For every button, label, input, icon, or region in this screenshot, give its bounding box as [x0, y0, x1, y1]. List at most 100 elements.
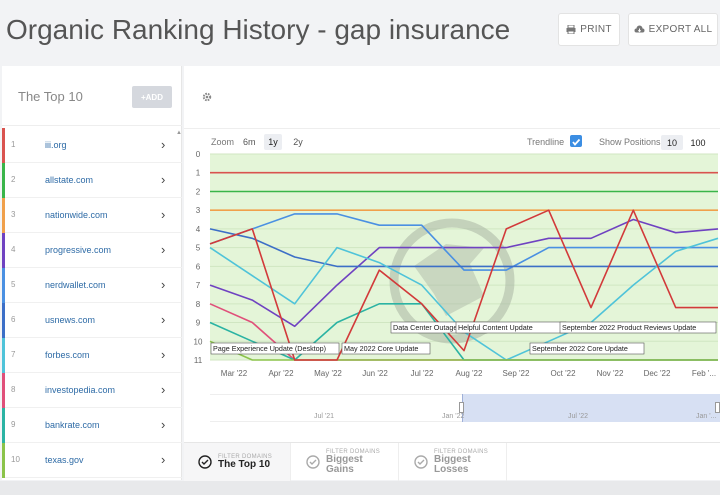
y-tick-label: 11 [194, 356, 203, 365]
ranking-row[interactable]: 6 usnews.com › [2, 303, 182, 338]
chevron-right-icon[interactable]: › [161, 452, 166, 467]
ranking-row[interactable]: 3 nationwide.com › [2, 198, 182, 233]
ranking-chart[interactable]: 0 1 2 3 4 5 6 7 8 9 10 11 Mar '22 Apr '22 May '22 Jun '… [184, 66, 720, 442]
chevron-right-icon[interactable]: › [161, 172, 166, 187]
ranking-row[interactable]: 2 allstate.com › [2, 163, 182, 198]
check-circle-icon [414, 455, 428, 469]
rank-domain[interactable]: nerdwallet.com [45, 280, 106, 290]
rank-number: 5 [11, 280, 16, 289]
x-tick-label: Aug '22 [456, 369, 483, 378]
trendline-checkbox[interactable] [570, 135, 582, 147]
chevron-right-icon[interactable]: › [161, 242, 166, 257]
sidebar-header: The Top 10 +ADD [2, 66, 182, 126]
event-flag-label: Page Experience Update (Desktop) [213, 344, 326, 353]
series-line [209, 209, 718, 361]
event-flag [559, 321, 717, 334]
rank-domain[interactable]: usnews.com [45, 315, 96, 325]
chart-panel: 0 1 2 3 4 5 6 7 8 9 10 11 Mar '22 Apr '22 May '22 Jun '… [184, 66, 720, 481]
rank-domain[interactable]: forbes.com [45, 350, 90, 360]
y-tick-label: 9 [196, 319, 201, 328]
export-all-label: EXPORT ALL [648, 24, 713, 35]
rank-color-bar [2, 443, 5, 478]
chevron-right-icon[interactable]: › [161, 312, 166, 327]
rank-number: 4 [11, 245, 16, 254]
rank-color-bar [2, 373, 5, 408]
y-tick-label: 0 [196, 150, 201, 159]
list-scrollbar[interactable]: ▲ [176, 128, 182, 478]
tab-title: Biggest [326, 454, 363, 465]
rank-domain[interactable]: investopedia.com [45, 385, 116, 395]
event-flag-label: September 2022 Core Update [532, 344, 628, 353]
positions-100-button[interactable]: 100 [690, 137, 706, 148]
tab-biggest-gains[interactable]: FILTER DOMAINS Biggest Gains [292, 443, 399, 481]
navigator-selection[interactable] [462, 394, 720, 422]
zoom-1y-button[interactable]: 1y [264, 134, 282, 150]
ranking-row[interactable]: 4 progressive.com › [2, 233, 182, 268]
navigator-right-handle[interactable] [715, 402, 720, 413]
tab-caption: FILTER DOMAINS [434, 449, 489, 455]
tab-top-10[interactable]: FILTER DOMAINS The Top 10 [184, 443, 291, 481]
tab-title: Losses [434, 464, 469, 475]
event-flag-label: Data Center Outage [393, 323, 457, 332]
trendline-label: Trendline [527, 137, 565, 147]
zoom-2y-button[interactable]: 2y [293, 137, 303, 147]
x-tick-label: Dec '22 [644, 369, 671, 378]
navigator-label: Jan '... [696, 413, 717, 420]
ranking-row[interactable]: 10 texas.gov › [2, 443, 182, 478]
event-flag [341, 342, 431, 355]
navigator-left-handle[interactable] [459, 402, 464, 413]
rank-domain[interactable]: allstate.com [45, 175, 94, 185]
chevron-right-icon[interactable]: › [161, 382, 166, 397]
rank-number: 8 [11, 385, 16, 394]
series-line [209, 218, 719, 328]
zoom-6m-button[interactable]: 6m [243, 137, 256, 147]
x-tick-label: Apr '22 [268, 369, 294, 378]
printer-icon [566, 25, 576, 34]
ranking-row[interactable]: 9 bankrate.com › [2, 408, 182, 443]
rank-number: 7 [11, 350, 16, 359]
gear-icon[interactable] [202, 92, 212, 102]
tab-biggest-losses[interactable]: FILTER DOMAINS Biggest Losses [400, 443, 507, 481]
page-title: Organic Ranking History - gap insurance [6, 14, 511, 45]
export-all-button[interactable]: EXPORT ALL [628, 13, 718, 46]
y-tick-label: 10 [194, 337, 203, 346]
chevron-right-icon[interactable]: › [161, 417, 166, 432]
add-button[interactable]: +ADD [132, 86, 172, 108]
scroll-up-icon[interactable]: ▲ [176, 130, 182, 136]
chevron-right-icon[interactable]: › [161, 207, 166, 222]
event-flag-label: May 2022 Core Update [344, 344, 418, 353]
rank-color-bar [2, 198, 5, 233]
ranking-row[interactable]: 5 nerdwallet.com › [2, 268, 182, 303]
tab-title: The Top 10 [218, 459, 271, 470]
event-flag [529, 342, 645, 355]
rank-domain[interactable]: nationwide.com [45, 210, 108, 220]
ranking-row[interactable]: 7 forbes.com › [2, 338, 182, 373]
rank-domain[interactable]: bankrate.com [45, 420, 100, 430]
check-circle-icon [198, 455, 212, 469]
positions-10-button[interactable]: 10 [661, 135, 683, 150]
print-button[interactable]: PRINT [558, 13, 620, 46]
y-tick-label: 6 [196, 262, 201, 271]
x-tick-label: Jun '22 [362, 369, 388, 378]
event-flag-label: Helpful Content Update [458, 323, 533, 332]
x-tick-label: Nov '22 [597, 369, 624, 378]
navigator-label: Jul '22 [568, 413, 589, 420]
rank-domain[interactable]: iii.org [45, 140, 67, 150]
rank-domain[interactable]: progressive.com [45, 245, 112, 255]
rank-color-bar [2, 338, 5, 373]
divider [184, 128, 720, 129]
ranking-row[interactable]: 8 investopedia.com › [2, 373, 182, 408]
event-flag-label: September 2022 Product Reviews Update [562, 323, 696, 332]
show-positions-label: Show Positions [599, 137, 661, 147]
series-line [209, 228, 718, 268]
chevron-right-icon[interactable]: › [161, 277, 166, 292]
rank-domain[interactable]: texas.gov [45, 455, 84, 465]
x-tick-label: Mar '22 [221, 369, 248, 378]
ranking-row[interactable]: 1 iii.org › [2, 128, 182, 163]
cloud-download-icon [634, 25, 645, 33]
chevron-right-icon[interactable]: › [161, 137, 166, 152]
rank-color-bar [2, 408, 5, 443]
chevron-right-icon[interactable]: › [161, 347, 166, 362]
rank-color-bar [2, 163, 5, 198]
check-circle-icon [306, 455, 320, 469]
